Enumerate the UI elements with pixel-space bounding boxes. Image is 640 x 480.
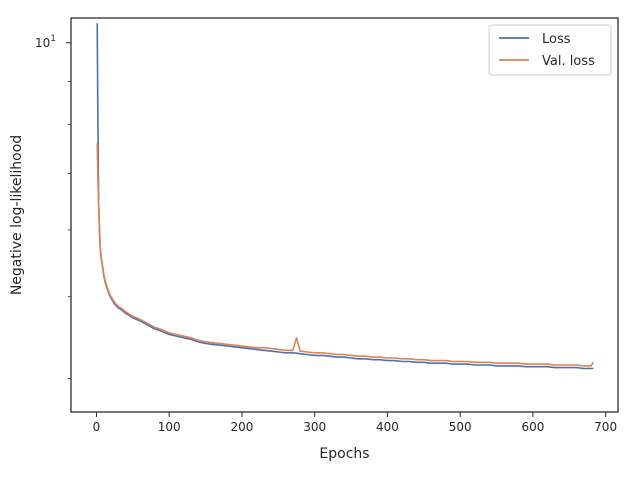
x-tick-label: 100	[158, 420, 181, 434]
x-tick-label: 300	[303, 420, 326, 434]
y-axis-label: Negative log-likelihood	[9, 135, 25, 295]
series-line-val-loss	[96, 143, 594, 367]
legend-label-val-loss: Val. loss	[542, 54, 595, 69]
x-tick-label: 500	[449, 420, 472, 434]
plot-frame	[70, 17, 619, 413]
x-axis: 0 100 200 300 400 500 600 700	[93, 412, 617, 434]
x-tick-label: 400	[376, 420, 399, 434]
x-axis-label: Epochs	[319, 446, 369, 462]
series-layer	[96, 23, 594, 370]
legend-label-loss: Loss	[542, 32, 571, 47]
x-tick-label: 700	[594, 420, 617, 434]
x-tick-label: 0	[93, 420, 101, 434]
legend: Loss Val. loss	[488, 24, 612, 76]
series-line-loss	[96, 23, 594, 370]
x-tick-label: 200	[230, 420, 253, 434]
x-tick-label: 600	[521, 420, 544, 434]
